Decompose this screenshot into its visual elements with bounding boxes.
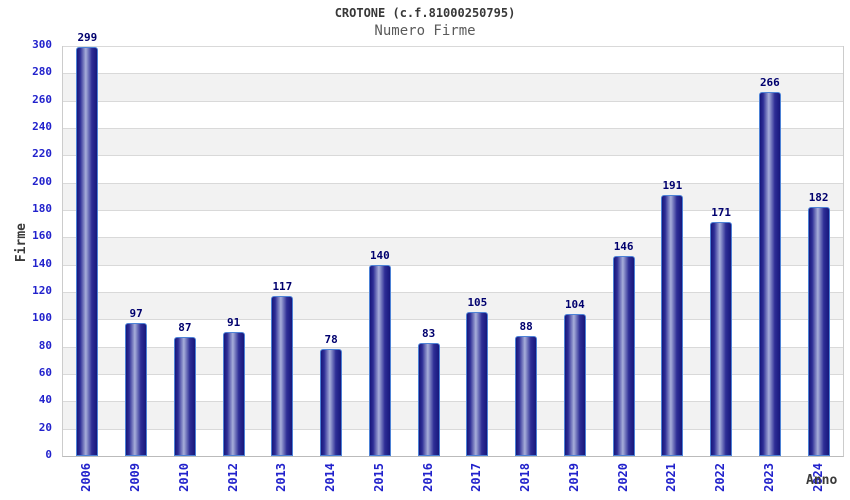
y-tick-label: 20 [38, 420, 52, 434]
bar-value-label: 182 [808, 191, 829, 204]
bar-2012 [222, 332, 245, 456]
bar-2022 [710, 222, 733, 456]
bar-2009 [125, 323, 148, 456]
bar-value-label: 140 [369, 249, 390, 262]
bar-value-label: 104 [564, 298, 585, 311]
chart-subtitle: Numero Firme [374, 23, 476, 39]
bar-value-label: 146 [613, 240, 634, 253]
bar-2020 [612, 256, 635, 456]
bar-value-label: 88 [519, 320, 533, 333]
grid-band [63, 155, 843, 183]
bar-2015 [368, 265, 391, 456]
x-tick-label: 2010 [176, 463, 191, 492]
bar-value-label: 117 [272, 280, 293, 293]
x-tick-label: 2018 [518, 463, 533, 492]
grid-band [63, 100, 843, 128]
y-tick-label: 40 [38, 393, 52, 407]
y-tick-label: 80 [38, 338, 52, 352]
bar-2024 [807, 207, 830, 456]
x-axis-title: Anno [806, 473, 838, 488]
bar-value-label: 97 [129, 307, 143, 320]
grid-band [63, 182, 843, 210]
grid-band [63, 128, 843, 156]
chart-title: CROTONE (c.f.81000250795) [334, 6, 516, 20]
x-tick-label: 2015 [371, 463, 386, 492]
bar-value-label: 171 [711, 206, 732, 219]
x-tick-label: 2016 [420, 463, 435, 492]
bar-2019 [563, 314, 586, 456]
y-tick-label: 200 [32, 174, 52, 188]
bar-2013 [271, 296, 294, 456]
y-tick-label: 0 [45, 448, 52, 461]
x-tick-label: 2017 [469, 463, 484, 492]
x-tick-label: 2012 [225, 463, 240, 492]
grid-band [63, 73, 843, 101]
bar-2021 [661, 195, 684, 456]
bar-2006 [76, 47, 99, 456]
x-tick-label: 2021 [664, 463, 679, 492]
y-tick-label: 60 [38, 366, 52, 379]
y-tick-label: 160 [32, 229, 52, 243]
bar-value-label: 78 [324, 333, 338, 346]
x-tick-label: 2022 [713, 463, 728, 492]
y-tick-label: 100 [32, 311, 52, 325]
grid-band [63, 46, 843, 74]
bar-value-label: 105 [467, 296, 488, 309]
x-tick-label: 2023 [761, 463, 776, 492]
y-tick-label: 240 [32, 120, 52, 133]
bar-2017 [466, 312, 489, 456]
bar-2023 [758, 92, 781, 456]
x-tick-label: 2014 [323, 463, 338, 492]
y-tick-label: 280 [32, 65, 52, 79]
y-tick-label: 300 [32, 38, 52, 51]
bar-2010 [173, 337, 196, 456]
bar-value-label: 83 [422, 327, 436, 340]
bar-2018 [515, 336, 538, 456]
y-tick-label: 260 [32, 92, 52, 106]
bar-value-label: 266 [759, 76, 780, 89]
bar-2016 [417, 343, 440, 456]
y-tick-label: 220 [32, 147, 52, 161]
bar-value-label: 191 [662, 179, 683, 192]
x-tick-label: 2009 [128, 463, 143, 492]
bar-2014 [320, 349, 343, 456]
bar-value-label: 299 [77, 31, 98, 44]
x-tick-label: 2020 [615, 463, 630, 492]
bar-value-label: 91 [227, 316, 241, 329]
x-tick-label: 2006 [79, 463, 94, 492]
y-tick-label: 180 [32, 202, 52, 215]
y-tick-label: 140 [32, 256, 52, 270]
x-tick-label: 2019 [566, 463, 581, 492]
y-tick-label: 120 [32, 284, 52, 297]
x-tick-label: 2013 [274, 463, 289, 492]
bar-value-label: 87 [178, 321, 192, 334]
plot-area: 299 97 87 91 117 78 140 83 105 88 104 146 191 171 266 1… [62, 31, 844, 457]
